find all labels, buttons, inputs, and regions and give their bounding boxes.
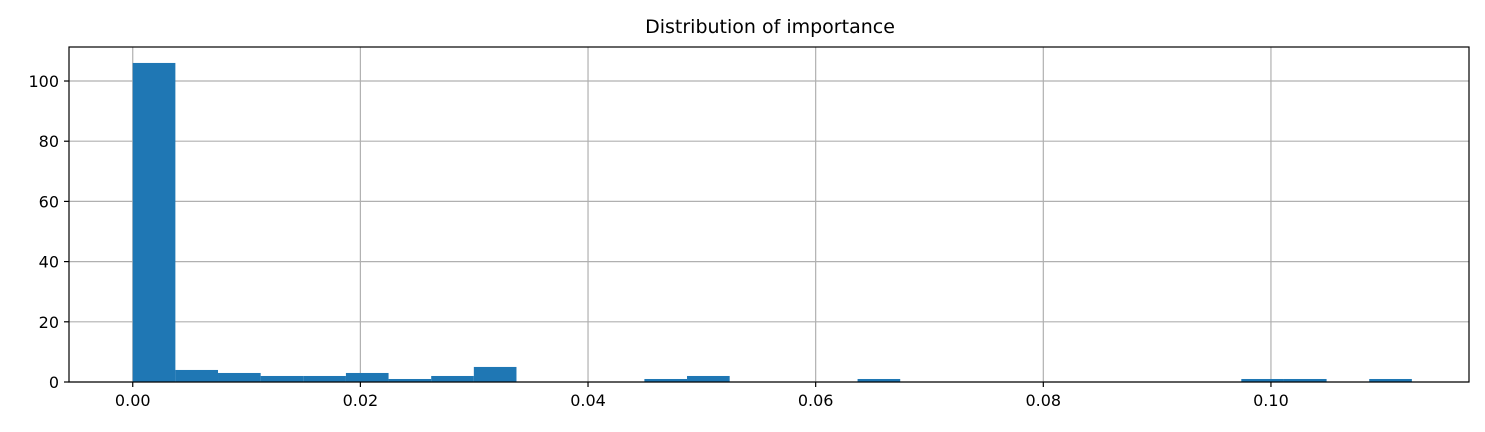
histogram-bar — [1241, 378, 1284, 382]
histogram-bar — [473, 366, 517, 382]
y-tick-label: 100 — [28, 72, 59, 91]
y-tick-label: 20 — [39, 313, 59, 332]
histogram-bar — [1369, 378, 1412, 382]
histogram-bar — [175, 369, 219, 382]
y-axis: 0 20 40 60 80 100 — [28, 72, 69, 392]
histogram-bar — [431, 375, 474, 382]
histogram-bar — [345, 372, 389, 382]
chart-title: Distribution of importance — [645, 16, 895, 38]
plot-frame — [68, 46, 1470, 383]
histogram-bar — [218, 372, 261, 382]
x-tick-label: 0.06 — [798, 391, 834, 410]
histogram-bar — [644, 378, 688, 382]
x-tick-label: 0.00 — [115, 391, 151, 410]
grid-lines — [69, 47, 1469, 383]
histogram-bar — [857, 378, 901, 382]
x-axis: 0.00 0.02 0.04 0.06 0.08 0.10 — [115, 382, 1289, 410]
x-tick-label: 0.10 — [1253, 391, 1289, 410]
y-tick-label: 80 — [39, 132, 59, 151]
y-tick-label: 60 — [39, 192, 59, 211]
x-tick-label: 0.02 — [343, 391, 379, 410]
histogram-bars — [132, 62, 1412, 382]
histogram-bar — [687, 375, 730, 382]
y-tick-label: 0 — [49, 373, 59, 392]
histogram-bar — [260, 375, 304, 382]
histogram-bar — [132, 62, 176, 382]
x-tick-label: 0.04 — [570, 391, 606, 410]
y-tick-label: 40 — [39, 253, 59, 272]
x-tick-label: 0.08 — [1025, 391, 1061, 410]
histogram-bar — [303, 375, 346, 382]
histogram-bar — [388, 378, 432, 382]
histogram-bar — [1283, 378, 1327, 382]
